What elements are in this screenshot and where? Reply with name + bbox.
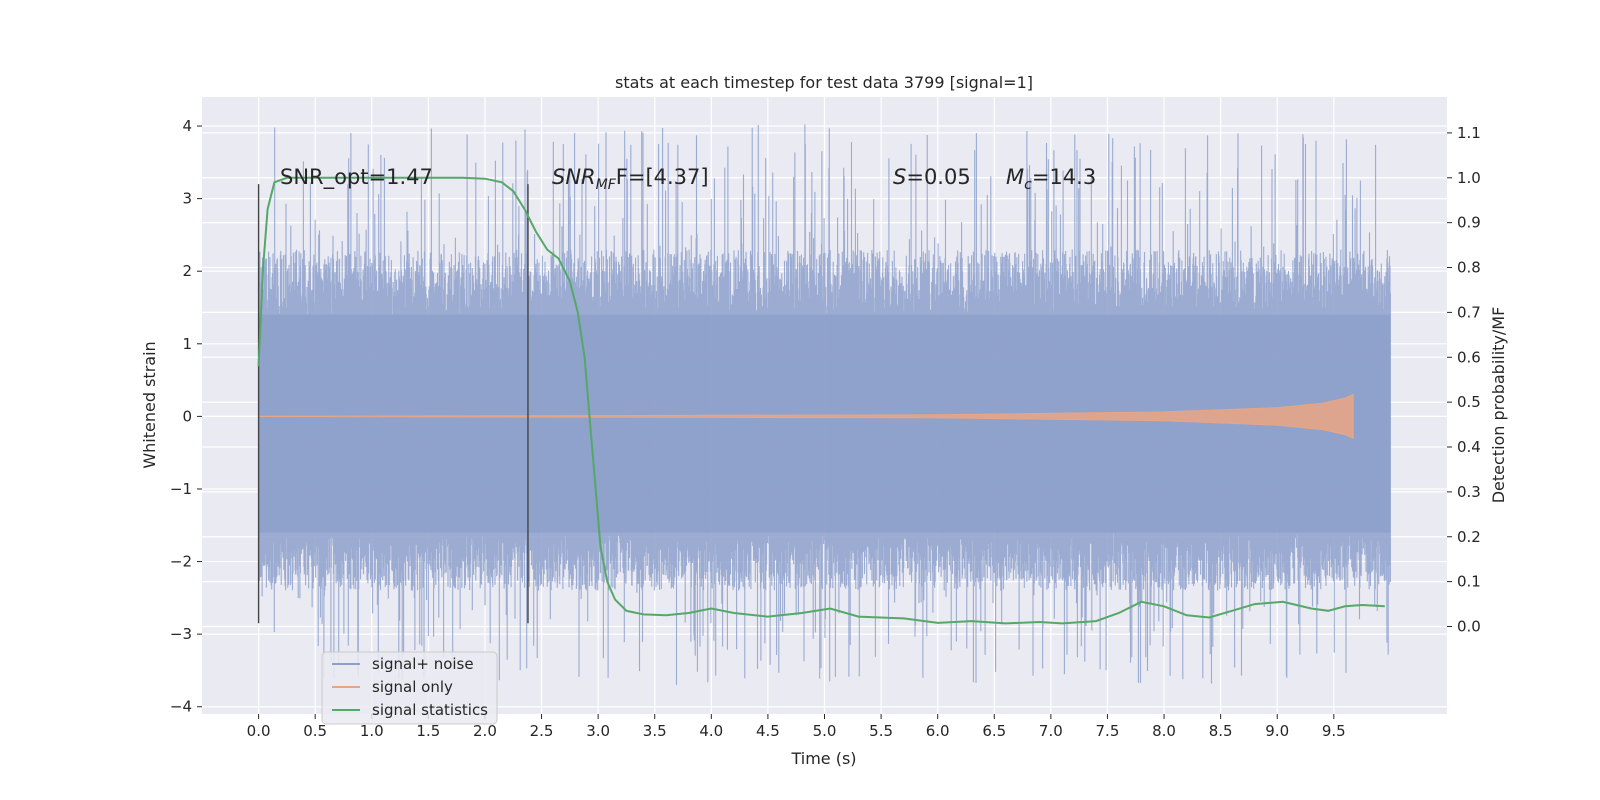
- x-tick-label: 2.0: [473, 722, 497, 740]
- y-tick-label-right: 0.3: [1457, 483, 1481, 501]
- x-tick-label: 8.0: [1152, 722, 1176, 740]
- y-tick-label-right: 0.6: [1457, 348, 1481, 366]
- y-tick-label-right: 0.8: [1457, 259, 1481, 277]
- y-tick-label-right: 1.0: [1457, 169, 1481, 187]
- x-tick-label: 1.5: [416, 722, 440, 740]
- annotation-mc: Mc=14.3: [1006, 165, 1096, 193]
- x-tick-label: 9.0: [1265, 722, 1289, 740]
- annotation-mc-sub: c: [1024, 177, 1032, 193]
- x-tick-label: 7.0: [1039, 722, 1063, 740]
- plot-area: [257, 124, 1391, 685]
- x-tick-label: 6.5: [982, 722, 1006, 740]
- annotation-s-rest: =0.05: [906, 165, 970, 189]
- x-tick-label: 0.5: [303, 722, 327, 740]
- y-tick-label-left: −1: [170, 480, 192, 498]
- annotation-snr-mf-sub: MF: [596, 177, 617, 193]
- y-tick-label-right: 0.7: [1457, 303, 1481, 321]
- series-signal-only: [258, 393, 1354, 440]
- x-tick-label: 9.5: [1322, 722, 1346, 740]
- x-tick-label: 2.5: [530, 722, 554, 740]
- y-tick-label-left: −2: [170, 553, 192, 571]
- y-tick-label-right: 0.5: [1457, 393, 1481, 411]
- y-axis-label-right: Detection probability/MF: [1489, 307, 1508, 504]
- x-tick-label: 7.5: [1096, 722, 1120, 740]
- series-signal-noise-core: [258, 314, 1391, 533]
- series-signal-statistics: [257, 176, 1385, 625]
- y-tick-label-right: 0.0: [1457, 617, 1481, 635]
- y-axis-label-left: Whitened strain: [140, 341, 159, 468]
- x-tick-label: 4.0: [699, 722, 723, 740]
- legend-entry-signal-only: signal only: [372, 678, 453, 696]
- annotation-mc-rest: =14.3: [1032, 165, 1096, 189]
- legend: signal+ noise signal only signal statist…: [321, 651, 498, 725]
- annotation-mc-main: M: [1006, 165, 1024, 189]
- annotation-snr-mf-rest: F=[4.37]: [616, 165, 709, 189]
- y-tick-label-left: 3: [182, 190, 192, 208]
- x-tick-label: 5.0: [813, 722, 837, 740]
- x-tick-label: 6.0: [926, 722, 950, 740]
- y-tick-label-right: 1.1: [1457, 124, 1481, 142]
- y-tick-label-left: 2: [182, 262, 192, 280]
- x-tick-label: 0.0: [247, 722, 271, 740]
- x-tick-label: 8.5: [1209, 722, 1233, 740]
- y-tick-label-right: 0.2: [1457, 528, 1481, 546]
- annotation-snr-mf: SNRMFF=[4.37]: [552, 165, 709, 193]
- y-tick-label-left: −4: [170, 698, 192, 716]
- annotation-s: S=0.05: [893, 165, 971, 189]
- y-tick-label-left: 1: [182, 335, 192, 353]
- annotation-s-main: S: [893, 165, 906, 189]
- x-tick-label: 3.5: [643, 722, 667, 740]
- legend-entry-signal-statistics: signal statistics: [372, 701, 488, 719]
- y-tick-label-left: 0: [182, 407, 192, 425]
- x-tick-label: 3.0: [586, 722, 610, 740]
- y-tick-label-left: 4: [182, 117, 192, 135]
- legend-box: [321, 651, 498, 725]
- x-axis-label: Time (s): [790, 749, 856, 768]
- axes: 0.0 0.5 1.0 1.5 2.0 2.5 3.0 3.5 4.0 4.5 5.0 5.5 6.0 6…: [170, 117, 1481, 740]
- annotation-snr-mf-main: SNR: [552, 165, 596, 189]
- x-tick-label: 5.5: [869, 722, 893, 740]
- chart-title: stats at each timestep for test data 379…: [615, 73, 1033, 92]
- x-tick-label: 1.0: [360, 722, 384, 740]
- legend-entry-signal-noise: signal+ noise: [372, 655, 474, 673]
- y-tick-label-right: 0.9: [1457, 214, 1481, 232]
- y-tick-label-right: 0.4: [1457, 438, 1481, 456]
- annotation-snr-opt: SNR_opt=1.47: [280, 165, 433, 190]
- y-tick-label-right: 0.1: [1457, 573, 1481, 591]
- y-tick-label-left: −3: [170, 625, 192, 643]
- x-tick-label: 4.5: [756, 722, 780, 740]
